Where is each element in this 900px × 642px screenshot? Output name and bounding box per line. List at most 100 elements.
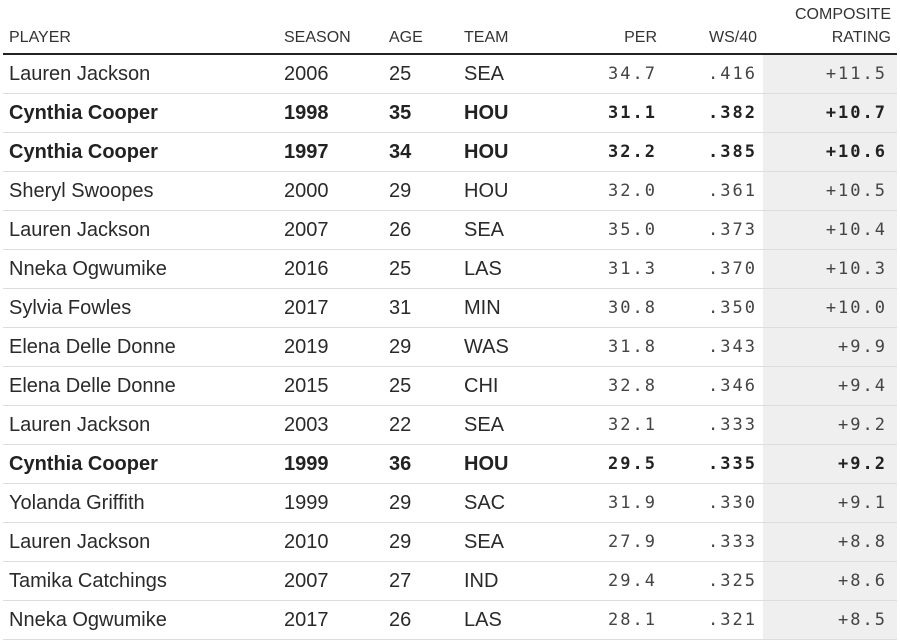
cell-player: Nneka Ogwumike (3, 249, 278, 289)
cell-ws40: .330 (663, 483, 763, 523)
cell-age: 25 (383, 54, 458, 94)
table-header: PLAYER SEASON AGE TEAM PER WS/40 COMPOSI… (3, 0, 897, 55)
cell-age: 26 (383, 210, 458, 250)
cell-team: HOU (458, 93, 563, 133)
cell-composite: +9.1 (763, 483, 897, 523)
column-header-ws40: WS/40 (663, 0, 763, 55)
cell-per: 32.8 (563, 366, 663, 406)
cell-season: 2017 (278, 600, 383, 640)
cell-composite: +10.0 (763, 288, 897, 328)
cell-age: 31 (383, 288, 458, 328)
cell-team: SEA (458, 210, 563, 250)
cell-team: LAS (458, 600, 563, 640)
cell-ws40: .325 (663, 561, 763, 601)
column-header-team: TEAM (458, 0, 563, 55)
table-row: Yolanda Griffith 1999 29 SAC 31.9.330 +9.1 (3, 483, 897, 523)
cell-age: 29 (383, 522, 458, 562)
cell-season: 2007 (278, 210, 383, 250)
cell-ws40: .333 (663, 522, 763, 562)
column-header-per: PER (563, 0, 663, 55)
cell-composite: +8.6 (763, 561, 897, 601)
cell-age: 34 (383, 132, 458, 172)
cell-player: Cynthia Cooper (3, 132, 278, 172)
cell-team: SEA (458, 522, 563, 562)
cell-ws40: .361 (663, 171, 763, 211)
cell-season: 1998 (278, 93, 383, 133)
cell-player: Tamika Catchings (3, 561, 278, 601)
cell-season: 2007 (278, 561, 383, 601)
cell-player: Lauren Jackson (3, 522, 278, 562)
cell-season: 2010 (278, 522, 383, 562)
cell-team: SEA (458, 405, 563, 445)
cell-player: Cynthia Cooper (3, 444, 278, 484)
table-row: Nneka Ogwumike 2016 25 LAS 31.3.370 +10.3 (3, 249, 897, 289)
cell-per: 31.9 (563, 483, 663, 523)
cell-team: HOU (458, 132, 563, 172)
cell-per: 28.1 (563, 600, 663, 640)
cell-per: 31.8 (563, 327, 663, 367)
cell-team: LAS (458, 249, 563, 289)
cell-per: 35.0 (563, 210, 663, 250)
cell-per: 31.1 (563, 93, 663, 133)
table-body: Lauren Jackson 2006 25 SEA 34.7.416 +11.5 Cynt… (3, 54, 897, 640)
cell-ws40: .335 (663, 444, 763, 484)
cell-season: 1999 (278, 444, 383, 484)
cell-age: 29 (383, 327, 458, 367)
cell-composite: +10.3 (763, 249, 897, 289)
table-row: Lauren Jackson 2003 22 SEA 32.1.333 +9.2 (3, 405, 897, 445)
table-row: Cynthia Cooper 1998 35 HOU 31.1.382 +10.7 (3, 93, 897, 133)
cell-ws40: .382 (663, 93, 763, 133)
cell-team: SEA (458, 54, 563, 94)
column-header-age: AGE (383, 0, 458, 55)
cell-ws40: .346 (663, 366, 763, 406)
column-header-player: PLAYER (3, 0, 278, 55)
table-row: Cynthia Cooper 1997 34 HOU 32.2.385 +10.6 (3, 132, 897, 172)
table-row: Cynthia Cooper 1999 36 HOU 29.5.335 +9.2 (3, 444, 897, 484)
cell-composite: +9.2 (763, 444, 897, 484)
cell-player: Lauren Jackson (3, 210, 278, 250)
cell-composite: +11.5 (763, 54, 897, 94)
cell-age: 35 (383, 93, 458, 133)
cell-team: HOU (458, 444, 563, 484)
cell-player: Cynthia Cooper (3, 93, 278, 133)
cell-player: Elena Delle Donne (3, 327, 278, 367)
table-row: Nneka Ogwumike 2017 26 LAS 28.1.321 +8.5 (3, 600, 897, 640)
header-row: PLAYER SEASON AGE TEAM PER WS/40 COMPOSI… (3, 0, 897, 55)
cell-ws40: .321 (663, 600, 763, 640)
cell-team: MIN (458, 288, 563, 328)
cell-per: 27.9 (563, 522, 663, 562)
cell-age: 22 (383, 405, 458, 445)
cell-per: 32.2 (563, 132, 663, 172)
cell-ws40: .350 (663, 288, 763, 328)
cell-team: CHI (458, 366, 563, 406)
cell-composite: +10.7 (763, 93, 897, 133)
table-row: Lauren Jackson 2006 25 SEA 34.7.416 +11.5 (3, 54, 897, 94)
cell-ws40: .373 (663, 210, 763, 250)
cell-per: 31.3 (563, 249, 663, 289)
cell-season: 2019 (278, 327, 383, 367)
cell-age: 25 (383, 366, 458, 406)
table-row: Elena Delle Donne 2019 29 WAS 31.8.343 +9.9 (3, 327, 897, 367)
cell-player: Sheryl Swoopes (3, 171, 278, 211)
cell-player: Nneka Ogwumike (3, 600, 278, 640)
cell-season: 2003 (278, 405, 383, 445)
cell-age: 25 (383, 249, 458, 289)
cell-age: 27 (383, 561, 458, 601)
cell-per: 32.1 (563, 405, 663, 445)
cell-season: 2017 (278, 288, 383, 328)
column-header-composite: COMPOSITE RATING (763, 0, 897, 55)
cell-team: WAS (458, 327, 563, 367)
cell-season: 2016 (278, 249, 383, 289)
cell-ws40: .385 (663, 132, 763, 172)
cell-player: Elena Delle Donne (3, 366, 278, 406)
cell-player: Yolanda Griffith (3, 483, 278, 523)
cell-ws40: .333 (663, 405, 763, 445)
cell-ws40: .370 (663, 249, 763, 289)
cell-season: 2000 (278, 171, 383, 211)
cell-age: 29 (383, 483, 458, 523)
cell-per: 29.4 (563, 561, 663, 601)
table-row: Elena Delle Donne 2015 25 CHI 32.8.346 +9.4 (3, 366, 897, 406)
cell-composite: +9.9 (763, 327, 897, 367)
cell-team: IND (458, 561, 563, 601)
cell-composite: +10.4 (763, 210, 897, 250)
